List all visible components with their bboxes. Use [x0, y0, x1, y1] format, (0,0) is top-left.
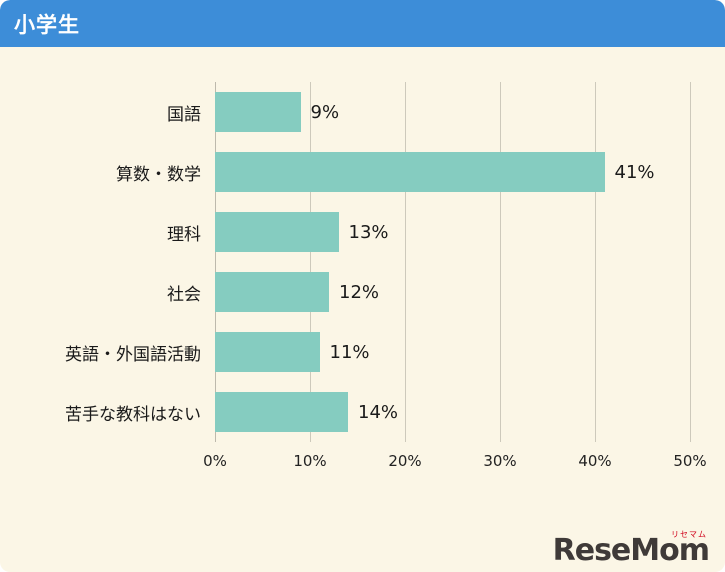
- value-label: 11%: [329, 341, 370, 363]
- resemom-logo: リセマム ReseMom: [552, 530, 710, 568]
- value-label: 12%: [339, 281, 380, 303]
- bar: [215, 392, 348, 432]
- logo-text: ReseMom: [552, 533, 710, 568]
- x-tick-label: 30%: [483, 452, 517, 470]
- bar: [215, 152, 605, 192]
- y-axis-line: [215, 82, 216, 442]
- bar-track: 11%: [215, 322, 690, 382]
- gridline: [595, 82, 596, 442]
- bar: [215, 92, 301, 132]
- x-axis: 0% 10% 20% 30% 40% 50%: [203, 450, 707, 476]
- bar-rows: 国語 9% 算数・数学 41% 理科 13% 社会 12% 英語・外国語活動 11% 苦手な教科はな…: [30, 82, 690, 442]
- chart-row: 国語 9%: [30, 82, 690, 142]
- logo-kana-text: リセマム: [671, 530, 707, 539]
- x-tick-label: 50%: [673, 452, 707, 470]
- gridline: [405, 82, 406, 442]
- category-label: 英語・外国語活動: [65, 344, 201, 365]
- chart-row: 算数・数学 41%: [30, 142, 690, 202]
- bar-track: 9%: [215, 82, 690, 142]
- bar: [215, 272, 329, 312]
- page-title: 小学生: [14, 12, 80, 37]
- category-label: 社会: [167, 284, 201, 305]
- x-tick-label: 40%: [578, 452, 612, 470]
- value-label: 14%: [358, 401, 399, 423]
- bar-chart: 国語 9% 算数・数学 41% 理科 13% 社会 12% 英語・外国語活動 11% 苦手な教科はな…: [30, 82, 707, 476]
- bar: [215, 212, 339, 252]
- bar-track: 13%: [215, 202, 690, 262]
- header: 小学生: [0, 0, 725, 47]
- plot-area: 国語 9% 算数・数学 41% 理科 13% 社会 12% 英語・外国語活動 11% 苦手な教科はな…: [30, 82, 691, 442]
- chart-row: 英語・外国語活動 11%: [30, 322, 690, 382]
- bar-track: 12%: [215, 262, 690, 322]
- bar-track: 14%: [215, 382, 690, 442]
- value-label: 9%: [310, 101, 340, 123]
- value-label: 41%: [614, 161, 655, 183]
- bar-track: 41%: [215, 142, 690, 202]
- chart-row: 理科 13%: [30, 202, 690, 262]
- gridline: [310, 82, 311, 442]
- category-label: 苦手な教科はない: [65, 404, 201, 425]
- gridline: [690, 82, 691, 442]
- chart-row: 社会 12%: [30, 262, 690, 322]
- x-tick-label: 0%: [203, 452, 227, 470]
- x-tick-label: 20%: [388, 452, 422, 470]
- category-label: 算数・数学: [116, 164, 201, 185]
- gridline: [500, 82, 501, 442]
- gridlines: [215, 82, 691, 442]
- x-tick-label: 10%: [293, 452, 327, 470]
- chart-row: 苦手な教科はない 14%: [30, 382, 690, 442]
- category-label: 理科: [167, 224, 201, 245]
- value-label: 13%: [348, 221, 389, 243]
- category-label: 国語: [167, 104, 201, 125]
- bar: [215, 332, 320, 372]
